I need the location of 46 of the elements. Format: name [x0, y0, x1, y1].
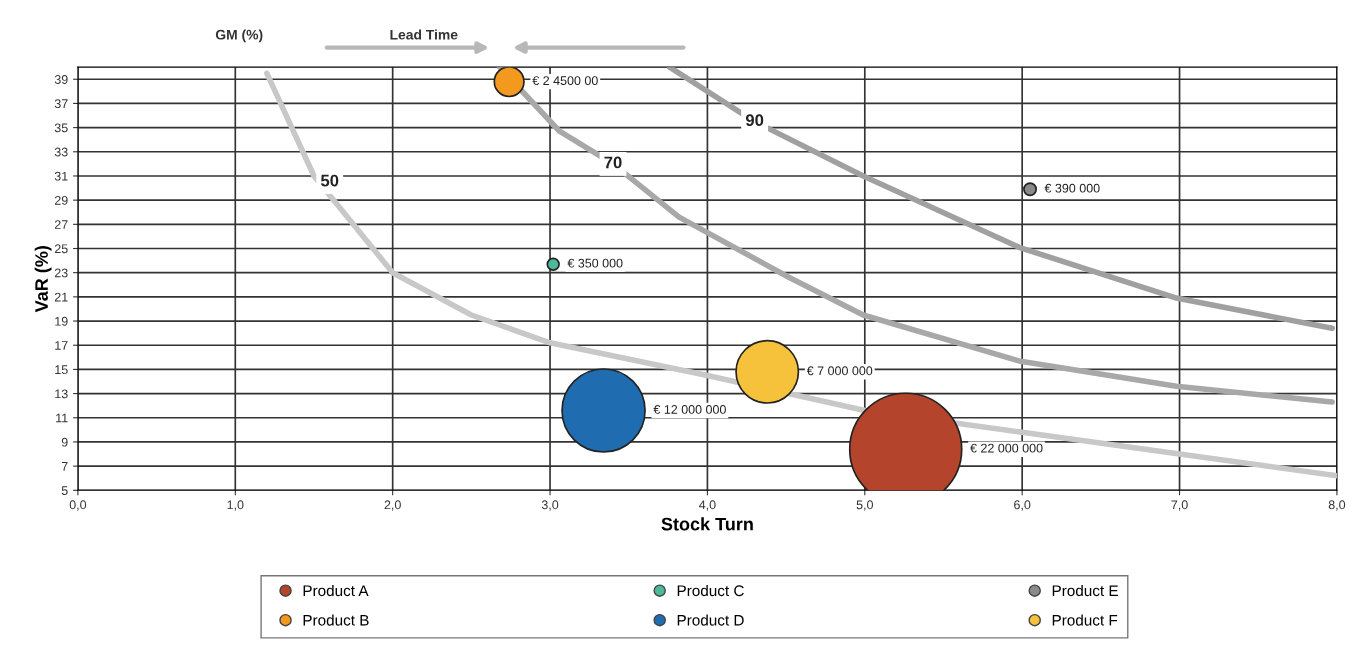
y-tick-label: 27: [54, 220, 68, 229]
y-tick-label: 15: [55, 365, 68, 375]
y-tick-label: 35: [54, 123, 68, 133]
y-tick-label: 9: [61, 437, 68, 447]
annotation: 90: [745, 114, 764, 127]
annotation: € 12 000 000: [653, 405, 726, 414]
y-tick-label: 25: [54, 244, 68, 254]
y-tick-label: 37: [54, 99, 68, 109]
annotation: 50: [320, 174, 339, 187]
x-tick-label: 7,0: [1171, 500, 1188, 511]
x-tick-label: 4,0: [699, 500, 716, 511]
x-tick-label: 1,0: [227, 500, 244, 511]
y-tick-label: 5: [61, 486, 68, 495]
text: Lead Time: [390, 29, 458, 40]
x-axis-title: Stock Turn: [661, 517, 753, 531]
x-tick-label: 5,0: [856, 500, 873, 511]
y-axis-title: VaR (%): [34, 246, 52, 313]
y-tick-label: 11: [56, 413, 68, 423]
y-tick-label: 21: [54, 292, 68, 302]
y-tick-label: 39: [54, 75, 68, 84]
y-tick-label: 29: [54, 195, 68, 205]
annotation: 70: [604, 156, 622, 169]
legend-label: Product A: [303, 584, 369, 597]
legend-label: Product B: [303, 614, 369, 626]
legend-label: Product F: [1052, 614, 1118, 626]
x-tick-label: 3,0: [541, 500, 559, 511]
x-tick-label: 8,0: [1328, 500, 1346, 511]
annotation: € 350 000: [567, 258, 623, 268]
annotation: € 390 000: [1044, 183, 1100, 193]
legend-label: Product C: [677, 584, 744, 597]
annotation: € 7 000 000: [806, 366, 873, 376]
x-tick-label: 6,0: [1014, 500, 1031, 511]
text: GM (%): [215, 29, 263, 43]
y-tick-label: 31: [54, 171, 68, 181]
annotation: € 2 4500 00: [532, 76, 598, 86]
y-tick-label: 19: [55, 316, 68, 326]
x-tick-label: 2,0: [384, 500, 401, 511]
y-tick-label: 7: [61, 462, 68, 471]
y-tick-label: 13: [55, 389, 68, 399]
y-tick-label: 17: [55, 341, 68, 350]
x-tick-label: 0,0: [69, 500, 87, 511]
y-tick-label: 33: [54, 147, 68, 157]
legend-label: Product E: [1052, 584, 1118, 597]
annotation: € 22 000 000: [970, 443, 1043, 453]
y-tick-label: 23: [54, 268, 68, 278]
legend-label: Product D: [677, 614, 744, 626]
